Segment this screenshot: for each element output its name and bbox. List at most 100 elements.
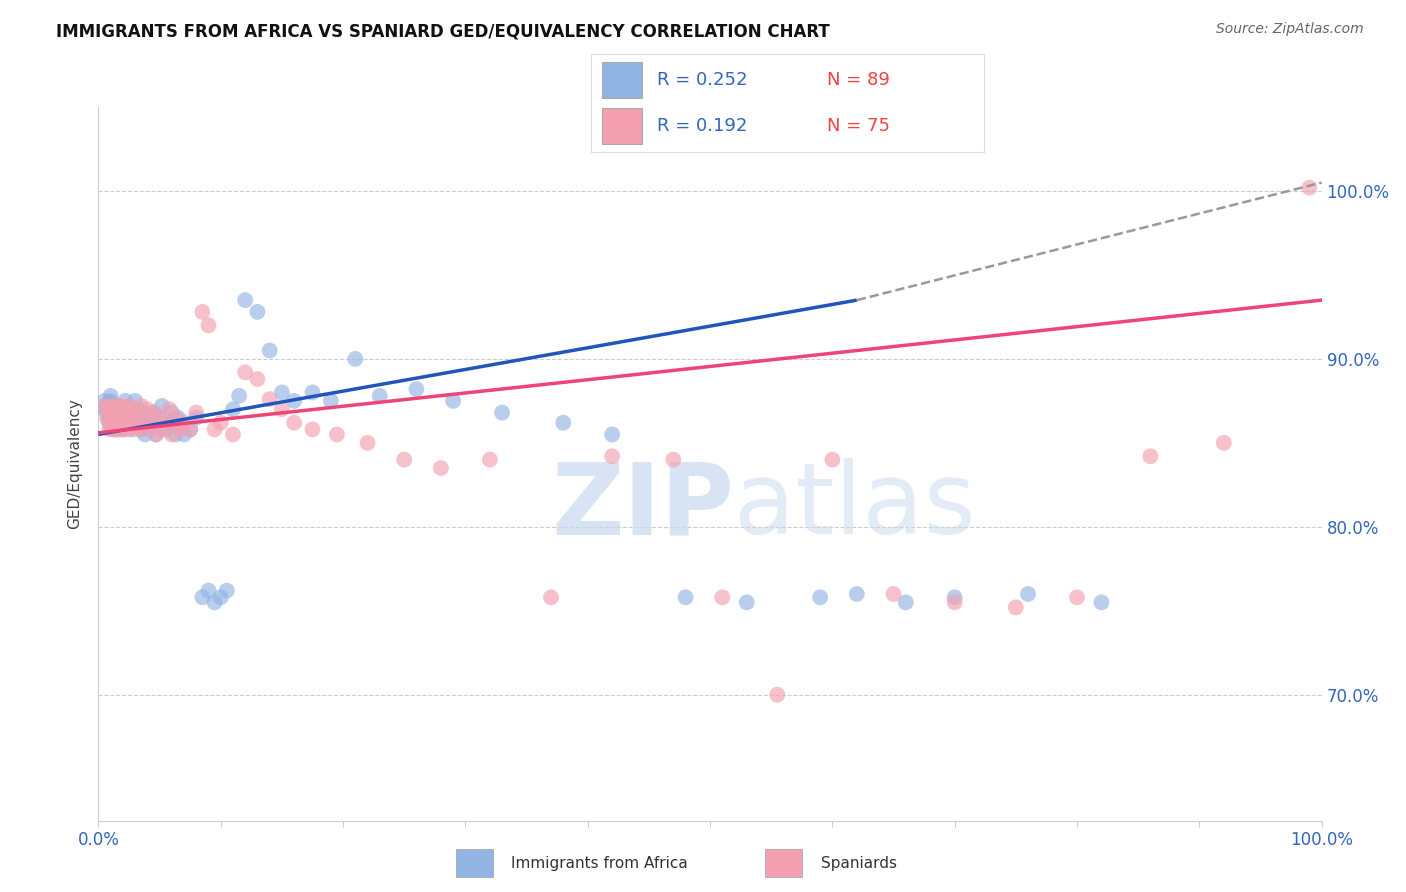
Point [160, 406, 183, 420]
Text: R = 0.252: R = 0.252 [658, 70, 748, 88]
Point [711, 591, 734, 605]
Point [179, 422, 201, 436]
Point [600, 450, 623, 464]
Point [96, 410, 118, 425]
Point [124, 393, 146, 408]
Point [150, 399, 173, 413]
Point [165, 410, 187, 425]
Point [1298, 180, 1320, 194]
Point [491, 406, 513, 420]
Point [662, 452, 685, 467]
Point [104, 416, 127, 430]
Point [121, 422, 143, 436]
Point [112, 416, 135, 430]
Point [103, 399, 125, 413]
Point [111, 422, 134, 436]
Point [129, 399, 152, 413]
Point [142, 406, 165, 420]
Point [430, 461, 453, 475]
Point [259, 392, 281, 407]
Point [233, 365, 256, 379]
Point [134, 427, 156, 442]
Point [149, 410, 172, 425]
Text: N = 75: N = 75 [827, 117, 890, 135]
Point [120, 419, 142, 434]
Point [160, 427, 183, 442]
Point [100, 404, 122, 418]
Text: Source: ZipAtlas.com: Source: ZipAtlas.com [1216, 22, 1364, 37]
Point [101, 402, 124, 417]
Point [120, 402, 142, 417]
Point [129, 416, 152, 430]
Point [259, 343, 281, 358]
Point [149, 410, 172, 425]
Point [808, 591, 831, 605]
Point [209, 416, 232, 430]
Point [115, 419, 138, 434]
Point [139, 416, 162, 430]
Point [105, 402, 128, 417]
Point [117, 410, 139, 425]
Point [107, 422, 129, 436]
Point [145, 427, 167, 442]
Point [270, 402, 294, 417]
Point [101, 410, 124, 425]
Point [883, 587, 905, 601]
Point [131, 422, 153, 436]
Point [600, 427, 623, 442]
Point [173, 427, 195, 442]
Point [128, 402, 150, 417]
Point [301, 385, 323, 400]
Point [98, 422, 121, 436]
Point [139, 422, 162, 436]
Point [111, 414, 134, 428]
Point [186, 410, 208, 425]
Point [131, 406, 153, 420]
Point [1212, 435, 1234, 450]
Point [344, 351, 367, 366]
Point [105, 422, 128, 436]
Point [98, 395, 121, 409]
Point [215, 583, 238, 598]
Point [441, 393, 464, 408]
Point [125, 419, 148, 434]
Point [246, 305, 269, 319]
Bar [456, 849, 492, 877]
Point [157, 402, 180, 417]
Point [943, 591, 966, 605]
Point [1139, 450, 1161, 464]
Point [228, 389, 250, 403]
Point [368, 389, 391, 403]
Point [96, 406, 118, 420]
Point [103, 414, 125, 428]
Point [319, 393, 342, 408]
Text: ZIP: ZIP [551, 458, 734, 555]
Point [118, 406, 141, 420]
Point [103, 422, 125, 436]
Point [100, 399, 122, 413]
Point [1017, 587, 1039, 601]
Point [186, 406, 208, 420]
Bar [602, 62, 641, 98]
Point [111, 422, 134, 436]
Point [204, 595, 226, 609]
Point [97, 402, 120, 417]
Point [100, 416, 122, 430]
Point [118, 422, 141, 436]
Point [127, 409, 149, 423]
Point [108, 410, 131, 425]
Point [191, 591, 214, 605]
Point [326, 427, 349, 442]
Point [118, 399, 141, 413]
Point [204, 422, 226, 436]
Point [136, 402, 159, 417]
Text: Immigrants from Africa: Immigrants from Africa [512, 855, 688, 871]
Point [125, 417, 148, 432]
Point [821, 452, 844, 467]
Point [136, 410, 159, 425]
Point [139, 419, 162, 434]
Point [112, 416, 135, 430]
Point [93, 399, 115, 413]
Point [167, 410, 190, 425]
Point [894, 595, 917, 609]
